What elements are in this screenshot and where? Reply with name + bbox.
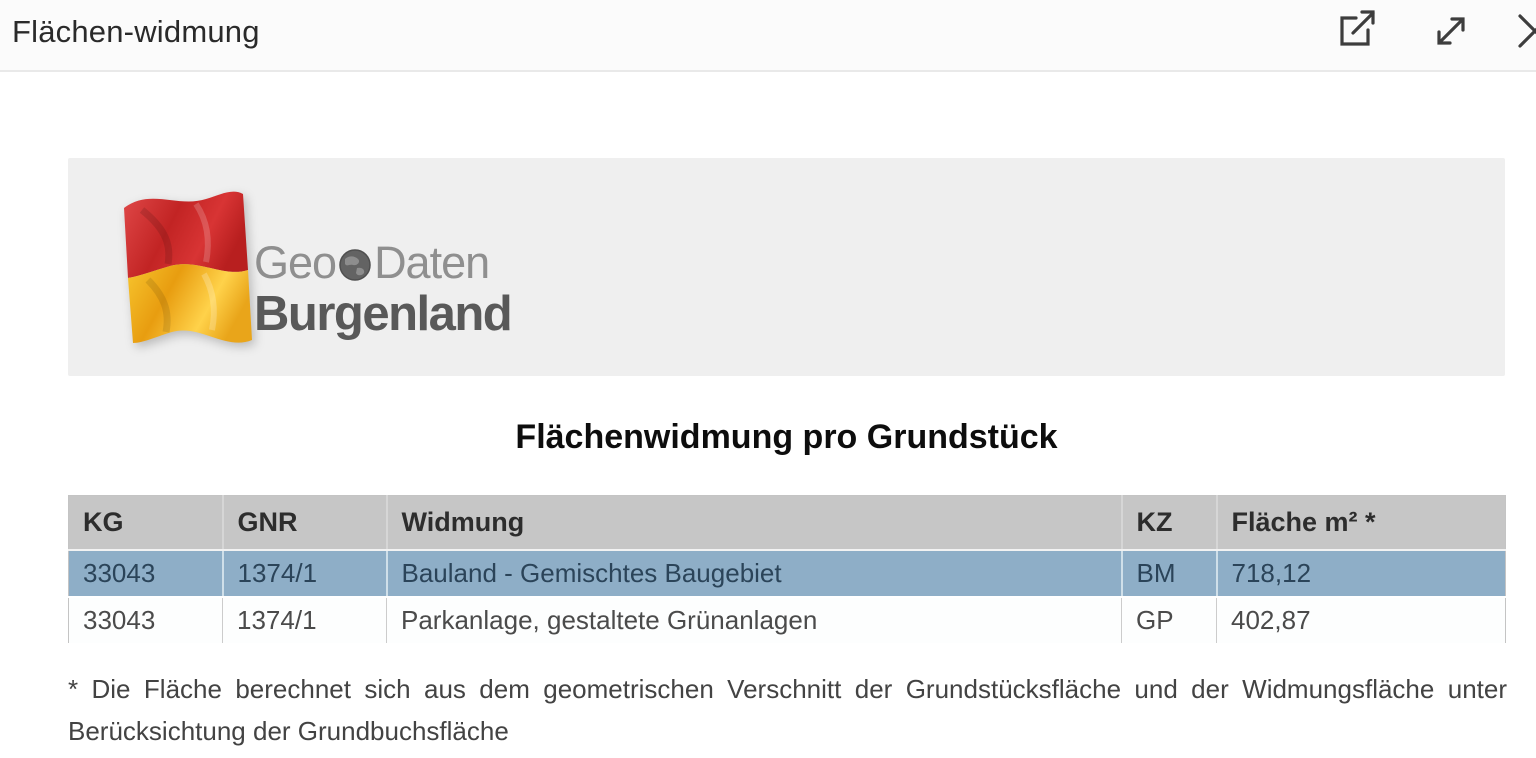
cell-kg: 33043: [68, 549, 224, 598]
cell-flaeche: 402,87: [1216, 596, 1506, 645]
dialog-titlebar: Flächen-widmung: [0, 0, 1536, 72]
logo-text: Geo Daten Burgenland: [254, 240, 513, 341]
col-header-kg: KG: [68, 495, 224, 551]
close-icon[interactable]: [1510, 6, 1536, 52]
footnote-line-2: Berücksichtung der Grundbuchsfläche: [68, 716, 509, 746]
logo-geo: Geo: [254, 237, 337, 288]
cell-kz: BM: [1121, 549, 1218, 598]
logo-burgenland: Burgenland: [254, 287, 513, 341]
col-header-gnr: GNR: [222, 495, 388, 551]
cell-flaeche: 718,12: [1216, 549, 1506, 598]
cell-widmung: Parkanlage, gestaltete Grünanlagen: [386, 596, 1122, 645]
logo-geodaten: Geo Daten: [254, 240, 511, 285]
table-row-selected[interactable]: 33043 1374/1 Bauland - Gemischtes Baugeb…: [68, 549, 1506, 598]
col-header-kz: KZ: [1121, 495, 1218, 551]
cell-gnr: 1374/1: [222, 549, 388, 598]
col-header-flaeche: Fläche m² *: [1216, 495, 1506, 551]
footnote-line-1: * Die Fläche berechnet sich aus dem geom…: [68, 674, 1507, 704]
burgenland-flag-icon: [112, 180, 256, 352]
expand-icon[interactable]: [1426, 6, 1472, 52]
table-header-row: KG GNR Widmung KZ Fläche m² *: [68, 495, 1506, 551]
logo-banner: Geo Daten Burgenland: [68, 158, 1505, 376]
cell-widmung: Bauland - Gemischtes Baugebiet: [386, 549, 1123, 598]
globe-icon: [339, 248, 371, 281]
open-external-icon[interactable]: [1333, 6, 1379, 52]
widmung-table: KG GNR Widmung KZ Fläche m² * 33043 1374…: [68, 495, 1506, 645]
page-title: Flächenwidmung pro Grundstück: [515, 418, 1058, 456]
logo-daten: Daten: [374, 237, 490, 288]
cell-gnr: 1374/1: [222, 596, 387, 645]
cell-kz: GP: [1121, 596, 1217, 645]
dialog-title: Flächen-widmung: [12, 14, 260, 49]
col-header-widmung: Widmung: [386, 495, 1123, 551]
footnote: * Die Fläche berechnet sich aus dem geom…: [68, 668, 1507, 752]
table-row[interactable]: 33043 1374/1 Parkanlage, gestaltete Grün…: [68, 596, 1506, 645]
cell-kg: 33043: [68, 596, 223, 645]
